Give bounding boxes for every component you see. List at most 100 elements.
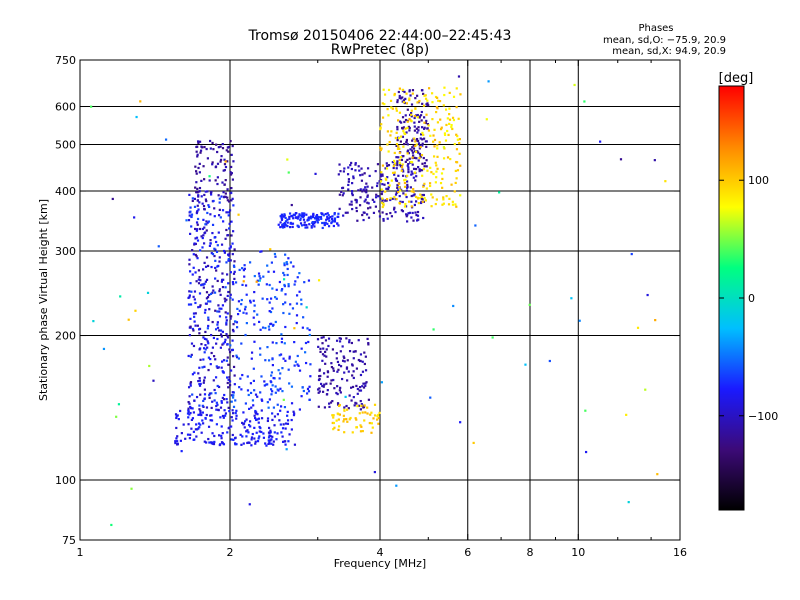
data-point bbox=[243, 275, 246, 278]
data-point bbox=[443, 86, 446, 89]
data-point bbox=[288, 312, 291, 315]
data-point bbox=[418, 147, 421, 150]
data-point bbox=[415, 175, 418, 178]
data-point bbox=[202, 379, 206, 382]
data-point bbox=[365, 381, 368, 384]
data-point bbox=[260, 430, 263, 434]
data-point bbox=[195, 395, 199, 399]
data-point bbox=[287, 285, 290, 288]
data-point bbox=[366, 406, 369, 409]
data-point bbox=[318, 375, 321, 378]
y-axis-label: Stationary phase Virtual Height [km] bbox=[37, 199, 50, 401]
data-point bbox=[271, 307, 274, 310]
data-point bbox=[459, 421, 462, 424]
data-point bbox=[664, 180, 667, 183]
data-point bbox=[227, 150, 230, 153]
data-point bbox=[338, 340, 342, 343]
data-point bbox=[423, 116, 426, 119]
data-point bbox=[267, 270, 270, 273]
data-point bbox=[414, 107, 417, 110]
data-point bbox=[243, 267, 246, 270]
data-point bbox=[265, 283, 268, 286]
data-point bbox=[231, 433, 234, 437]
data-point bbox=[306, 387, 310, 390]
data-point bbox=[209, 292, 213, 295]
data-point bbox=[198, 382, 201, 386]
data-point bbox=[382, 217, 385, 221]
data-point bbox=[213, 440, 216, 444]
data-point bbox=[336, 360, 340, 364]
data-point bbox=[354, 163, 357, 166]
data-point bbox=[283, 342, 286, 345]
data-point bbox=[197, 194, 200, 197]
data-point bbox=[383, 93, 387, 96]
data-point bbox=[197, 427, 200, 430]
data-point bbox=[406, 186, 409, 189]
data-point bbox=[257, 417, 261, 420]
data-point bbox=[204, 190, 207, 193]
data-point bbox=[235, 414, 238, 417]
data-point bbox=[221, 209, 225, 212]
data-point bbox=[427, 87, 431, 90]
data-point bbox=[221, 343, 224, 346]
data-point bbox=[317, 279, 321, 282]
data-point bbox=[193, 242, 196, 245]
data-point bbox=[254, 409, 257, 413]
data-point bbox=[406, 174, 409, 177]
data-point bbox=[235, 409, 238, 412]
grid-layer bbox=[80, 60, 680, 540]
data-point bbox=[406, 143, 409, 146]
data-point bbox=[421, 162, 424, 165]
data-point bbox=[451, 203, 455, 206]
data-point bbox=[393, 94, 396, 97]
data-point bbox=[157, 245, 160, 248]
data-point bbox=[338, 389, 341, 392]
data-point bbox=[420, 126, 424, 129]
data-point bbox=[357, 404, 361, 407]
data-point bbox=[407, 200, 411, 203]
data-point bbox=[196, 228, 199, 231]
data-point bbox=[216, 323, 219, 326]
data-point bbox=[262, 432, 265, 435]
data-point bbox=[198, 413, 202, 416]
data-point bbox=[110, 523, 113, 527]
data-point bbox=[209, 147, 212, 150]
data-point bbox=[225, 298, 228, 301]
data-point bbox=[408, 129, 411, 132]
data-point bbox=[280, 333, 283, 336]
data-point bbox=[454, 203, 457, 206]
data-point bbox=[211, 163, 214, 166]
y-tick-label: 600 bbox=[55, 101, 76, 114]
data-point bbox=[212, 355, 216, 358]
data-point bbox=[194, 227, 197, 231]
data-point bbox=[279, 221, 282, 224]
data-point bbox=[188, 214, 191, 217]
data-point bbox=[176, 435, 179, 438]
data-point bbox=[368, 174, 371, 178]
data-point bbox=[196, 140, 200, 143]
data-point bbox=[625, 413, 628, 416]
data-point bbox=[223, 183, 226, 186]
data-point bbox=[286, 263, 289, 266]
data-point bbox=[335, 391, 338, 395]
data-point bbox=[214, 277, 217, 280]
data-point bbox=[194, 242, 197, 246]
data-point bbox=[209, 357, 212, 361]
data-point bbox=[401, 96, 404, 99]
data-point bbox=[448, 122, 451, 126]
data-point bbox=[360, 167, 363, 170]
data-point bbox=[246, 389, 250, 392]
data-point bbox=[350, 341, 354, 345]
data-point bbox=[282, 311, 285, 315]
data-point bbox=[352, 177, 355, 180]
data-point bbox=[195, 280, 198, 283]
data-point bbox=[228, 247, 231, 250]
data-point bbox=[398, 202, 402, 205]
data-point bbox=[439, 181, 443, 185]
data-point bbox=[339, 337, 342, 340]
data-point bbox=[459, 93, 462, 96]
data-point bbox=[406, 150, 409, 153]
data-point bbox=[444, 139, 448, 142]
data-point bbox=[191, 327, 195, 331]
